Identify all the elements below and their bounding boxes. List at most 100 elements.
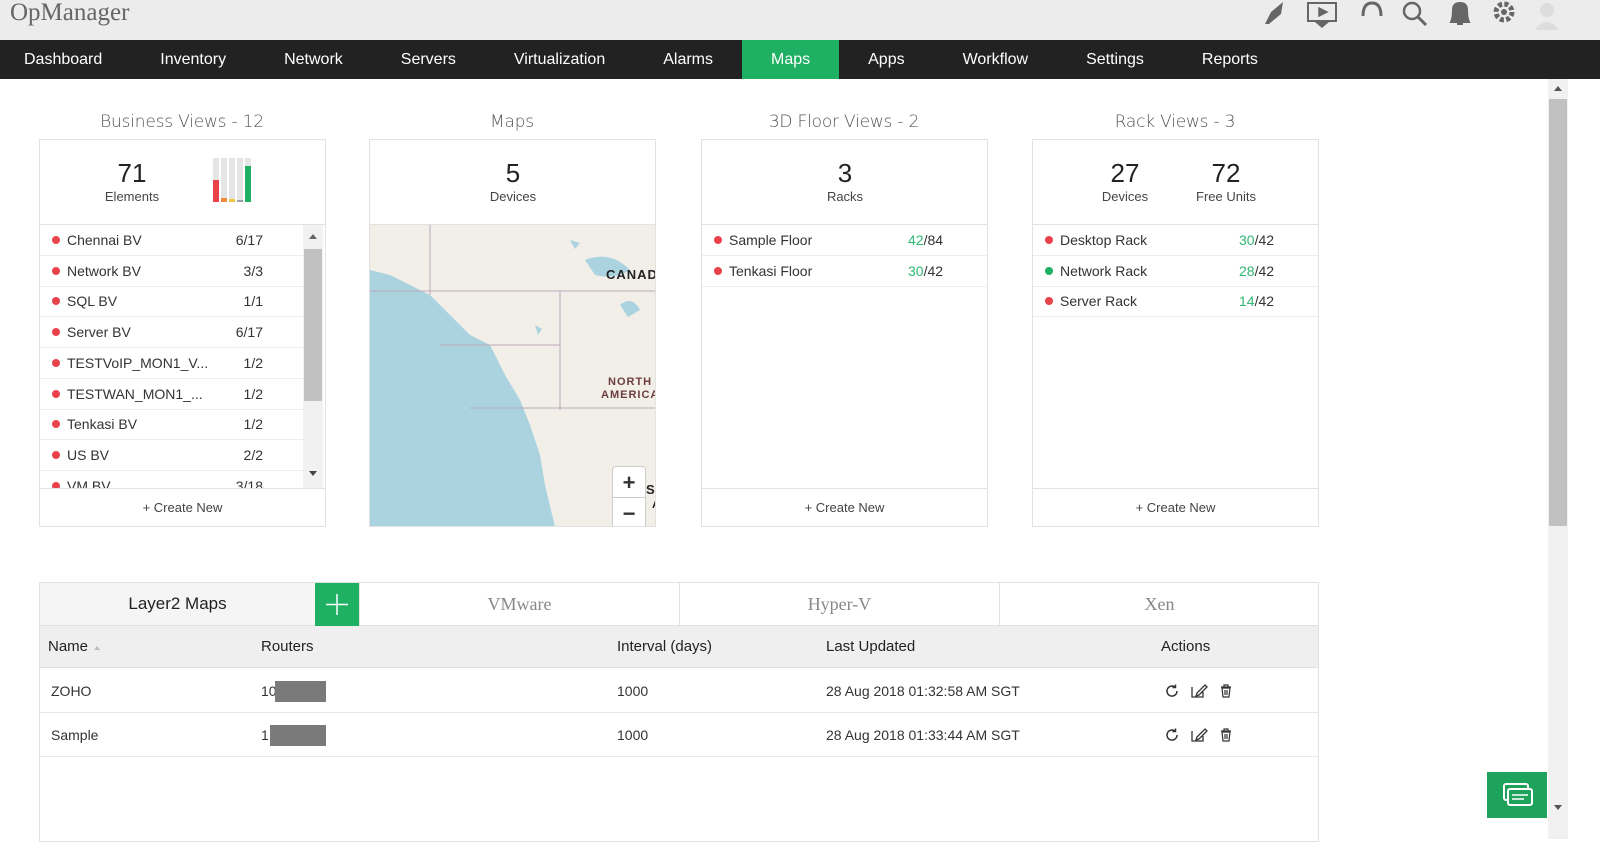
- used-count: 30: [908, 262, 924, 279]
- launch-icon[interactable]: [1265, 2, 1283, 24]
- create-new[interactable]: + Create New: [702, 488, 987, 526]
- nav-item[interactable]: Workflow: [962, 51, 1029, 68]
- list-row[interactable]: TESTWAN_MON1_... 1/2: [40, 379, 303, 410]
- top-bar: OpManager: [0, 0, 1600, 40]
- map-label: CANAD: [606, 267, 656, 282]
- status-dot: [52, 450, 60, 459]
- used-count: 28: [1239, 262, 1255, 279]
- sort-icon[interactable]: [93, 644, 101, 654]
- total-count: /42: [1254, 293, 1275, 310]
- list-row[interactable]: TESTVoIP_MON1_V... 1/2: [40, 348, 303, 379]
- row-ratio: 14/42: [1239, 286, 1274, 316]
- list-row[interactable]: US BV 2/2: [40, 440, 303, 471]
- status-dot: [714, 236, 722, 244]
- list-row[interactable]: Chennai BV 6/17: [40, 225, 303, 256]
- list-row[interactable]: Tenkasi Floor 30/42: [702, 256, 987, 287]
- tab[interactable]: Xen: [999, 583, 1319, 626]
- nav-item[interactable]: Servers: [400, 51, 456, 68]
- used-count: 42: [908, 232, 924, 248]
- row-ratio: 28/42: [1239, 256, 1274, 286]
- row-name: TESTWAN_MON1_...: [67, 385, 203, 402]
- user-icon[interactable]: [1540, 3, 1554, 17]
- total-count: /42: [1254, 232, 1275, 248]
- refresh-action[interactable]: [1166, 684, 1178, 697]
- tab[interactable]: Layer2 Maps: [40, 583, 315, 626]
- row-name: Chennai BV: [67, 232, 142, 248]
- nav-item[interactable]: Alarms: [663, 51, 713, 68]
- support-icon[interactable]: [1361, 1, 1383, 17]
- redacted-block: [270, 725, 326, 746]
- total-count: /84: [923, 232, 944, 248]
- page-scrollbar[interactable]: [1548, 79, 1568, 839]
- row-actions: [1166, 728, 1231, 742]
- nav-item[interactable]: Virtualization: [513, 51, 606, 68]
- chat-button[interactable]: [1487, 772, 1547, 818]
- edit-action[interactable]: [1191, 728, 1208, 742]
- row-count: 1/1: [243, 293, 263, 310]
- row-name: Network BV: [67, 262, 141, 279]
- map-label: AMERICA: [601, 389, 656, 401]
- row-ratio: 30/42: [908, 256, 943, 286]
- map-view[interactable]: CANADNORTHAMERICASA+−: [370, 225, 656, 526]
- list-row[interactable]: Tenkasi BV 1/2: [40, 409, 303, 441]
- nav-item[interactable]: Reports: [1201, 51, 1258, 68]
- row-name: Tenkasi Floor: [729, 262, 813, 279]
- list-row[interactable]: Server Rack 14/42: [1033, 286, 1318, 318]
- search-icon[interactable]: [1402, 1, 1422, 21]
- refresh-action[interactable]: [1166, 728, 1178, 741]
- bell-icon[interactable]: [1449, 1, 1471, 25]
- create-new[interactable]: + Create New: [1033, 488, 1318, 526]
- cell: Sample: [51, 727, 99, 743]
- row-count: 1/2: [243, 354, 263, 371]
- status-dot: [1045, 236, 1053, 244]
- nav-item[interactable]: Apps: [868, 51, 905, 68]
- card-title: Rack Views - 3: [1114, 112, 1236, 132]
- row-name: SQL BV: [67, 293, 118, 310]
- list-row[interactable]: Desktop Rack 30/42: [1033, 225, 1318, 256]
- list-row[interactable]: Network Rack 28/42: [1033, 256, 1318, 287]
- tab[interactable]: VMware: [359, 583, 679, 626]
- column-header: Routers: [261, 638, 314, 655]
- delete-action[interactable]: [1221, 728, 1231, 742]
- zoom-out[interactable]: −: [622, 501, 636, 526]
- app-title: OpManager: [10, 0, 130, 26]
- list-row[interactable]: SQL BV 1/1: [40, 286, 303, 318]
- element-count: 71: [117, 158, 147, 188]
- list-row[interactable]: Server BV 6/17: [40, 317, 303, 349]
- rack-stat-value: 72: [1211, 158, 1241, 188]
- row-name: US BV: [67, 446, 110, 463]
- row-count: 6/17: [235, 324, 263, 341]
- delete-action[interactable]: [1221, 684, 1231, 698]
- table-row: [40, 713, 1318, 757]
- row-name: Network Rack: [1060, 262, 1148, 279]
- summary: 5 Devices: [370, 140, 655, 225]
- row-ratio: 30/42: [1239, 225, 1274, 255]
- status-dot: [52, 389, 60, 398]
- nav-item[interactable]: Inventory: [160, 51, 227, 68]
- list-scrollbar[interactable]: [303, 225, 323, 488]
- status-dot: [52, 420, 60, 429]
- edit-action[interactable]: [1191, 684, 1208, 698]
- list-row[interactable]: Sample Floor 42/84: [702, 225, 987, 256]
- nav-item[interactable]: Settings: [1086, 51, 1144, 68]
- card: 5DevicesCANADNORTHAMERICASA+−: [369, 139, 656, 527]
- map-label: S: [646, 482, 656, 497]
- cell: 1: [261, 727, 269, 743]
- list-row[interactable]: Network BV 3/3: [40, 256, 303, 287]
- nav-item[interactable]: Network: [284, 51, 343, 68]
- zoom-in[interactable]: +: [613, 467, 645, 498]
- tab[interactable]: Hyper-V: [679, 583, 999, 626]
- nav-item[interactable]: Dashboard: [24, 51, 103, 68]
- add-map-button[interactable]: [315, 583, 359, 626]
- row-count: 2/2: [243, 446, 263, 463]
- business-view-list: Chennai BV 6/17 Network BV 3/3 SQL BV 1/1 Serv…: [40, 225, 303, 488]
- zoom-control: + −: [612, 466, 646, 526]
- nav-item[interactable]: Maps: [742, 40, 840, 79]
- row-name: Tenkasi BV: [67, 416, 138, 433]
- list-row[interactable]: VM BV 3/18: [40, 471, 303, 488]
- status-dot: [1045, 297, 1053, 306]
- rack-stat-label: Free Units: [1196, 189, 1256, 204]
- redacted-block: [275, 681, 326, 702]
- create-new[interactable]: + Create New: [40, 488, 325, 526]
- settings-icon[interactable]: [1493, 1, 1515, 23]
